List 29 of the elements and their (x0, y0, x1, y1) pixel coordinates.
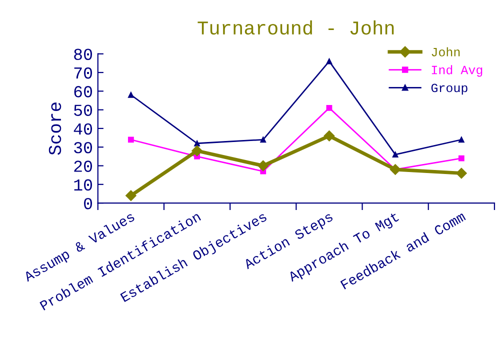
y-tick-label: 0 (84, 198, 92, 210)
y-axis-title: Score (48, 102, 62, 155)
y-tick-label: 20 (74, 160, 92, 172)
point (458, 136, 464, 143)
point (392, 152, 398, 158)
y-tick-label: 70 (74, 67, 92, 79)
point (128, 92, 134, 98)
point (456, 168, 467, 179)
point (194, 140, 200, 146)
y-tick-label: 10 (74, 179, 92, 191)
point (126, 190, 136, 202)
point (390, 164, 401, 175)
y-tick-label: 80 (74, 48, 92, 60)
point (258, 160, 269, 172)
chart-title: Turnaround - John (198, 20, 394, 35)
point (326, 104, 332, 111)
legend-label: Group (431, 84, 468, 95)
point (324, 130, 335, 142)
point (128, 136, 134, 143)
point (326, 58, 332, 64)
point (458, 155, 464, 162)
y-tick-label: 60 (74, 86, 92, 98)
point (192, 145, 202, 156)
y-tick-label: 40 (74, 123, 92, 135)
legend-label: John (432, 47, 460, 56)
point (260, 136, 266, 143)
y-tick-label: 50 (74, 104, 92, 116)
legend-label: Ind Avg (432, 65, 482, 77)
y-tick-label: 30 (74, 142, 92, 154)
